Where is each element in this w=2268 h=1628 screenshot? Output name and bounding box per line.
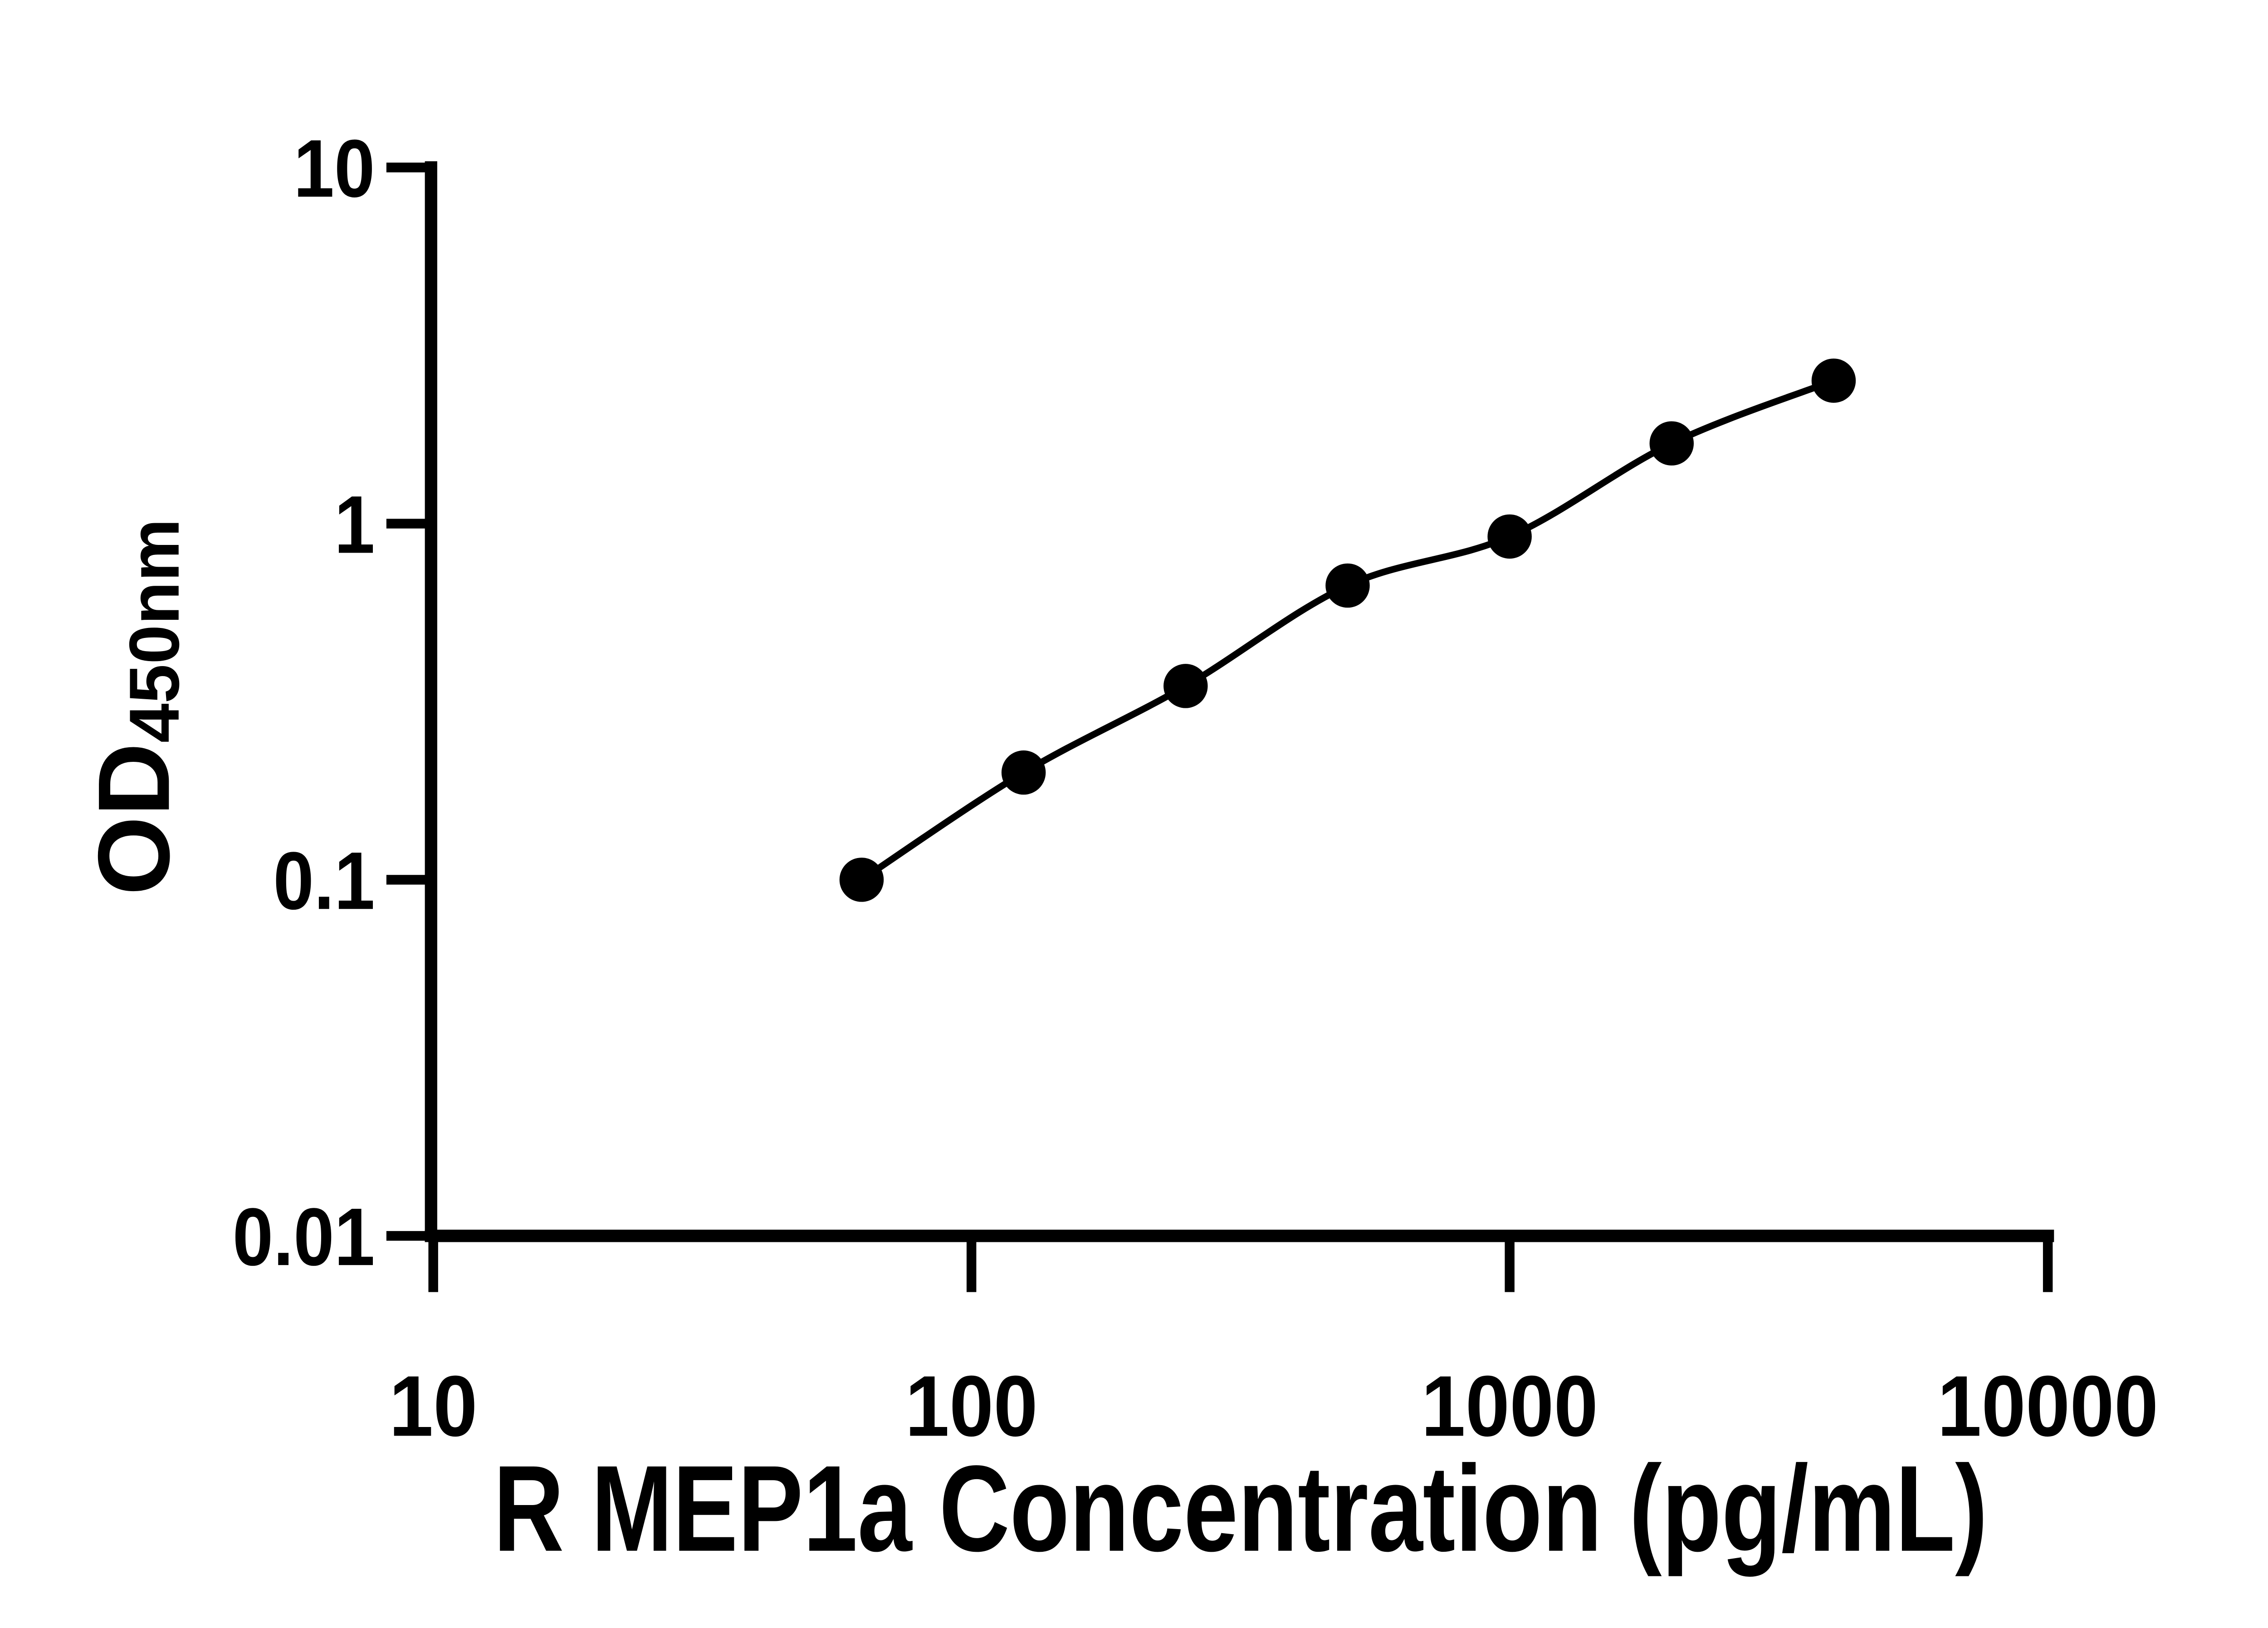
y-tick-label-0.01: 0.01 (233, 1192, 375, 1283)
x-tick-label-10: 10 (389, 1358, 478, 1454)
data-point-1000 (1487, 514, 1532, 559)
data-point-62.5 (839, 858, 884, 902)
x-tick-label-1000: 1000 (1421, 1358, 1598, 1454)
data-point-250 (1163, 664, 1208, 708)
y-tick-label-1: 1 (334, 479, 375, 570)
data-point-500 (1325, 563, 1370, 608)
data-point-2000 (1649, 421, 1694, 466)
series-group (839, 358, 1856, 902)
y-axis-title-main: OD (77, 743, 191, 895)
y-axis-title-subscript: 450nm (115, 519, 194, 743)
x-tick-label-100: 100 (905, 1358, 1037, 1454)
y-axis-title: OD450nm (77, 519, 194, 895)
y-axis-ticks: 10 1 0.1 0.01 (233, 123, 432, 1283)
y-tick-label-10: 10 (293, 123, 375, 214)
data-points (839, 358, 1856, 902)
plot-axes: 10 1 0.1 0.01 10 100 1000 10000 (233, 123, 2159, 1454)
x-axis-title: R MEP1a Concentration (pg/mL) (494, 1441, 1988, 1578)
x-tick-label-10000: 10000 (1937, 1358, 2158, 1454)
data-point-4000 (1811, 358, 1856, 403)
chart-background (0, 20, 2268, 1608)
y-tick-label-0.1: 0.1 (273, 835, 375, 927)
x-axis-ticks: 10 100 1000 10000 (389, 1236, 2158, 1454)
data-point-125 (1001, 750, 1046, 795)
y-axis-title-group: OD450nm (77, 519, 194, 895)
